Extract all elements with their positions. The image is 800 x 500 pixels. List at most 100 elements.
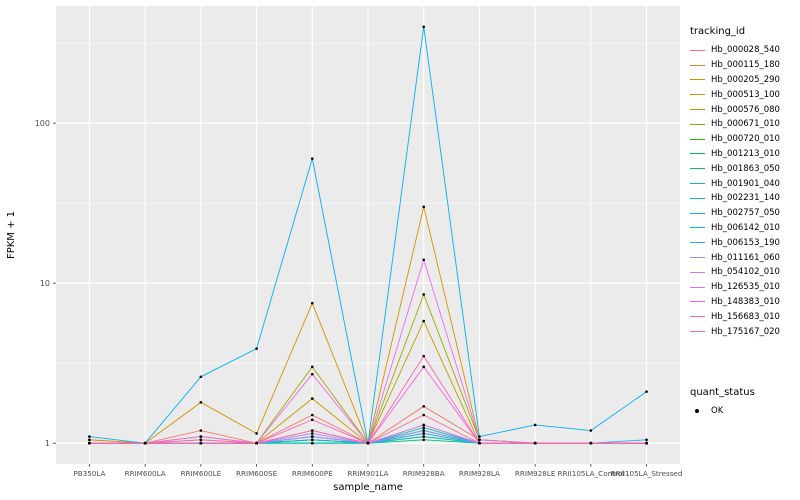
legend-item-label: Hb_000720_010	[711, 134, 780, 145]
legend-item-label: Hb_002757_050	[711, 208, 780, 219]
data-point	[422, 429, 426, 432]
data-point	[88, 438, 91, 442]
data-point	[255, 347, 258, 350]
legend-item-label: Hb_175167_020	[711, 326, 780, 337]
legend-item: Hb_001901_040	[690, 176, 798, 191]
legend-key-line-icon	[690, 301, 705, 303]
data-point	[422, 365, 426, 369]
data-point	[310, 435, 314, 438]
data-point	[199, 429, 203, 432]
data-point	[310, 438, 314, 442]
legend-item: Hb_000115_180	[690, 58, 798, 73]
data-point	[310, 441, 314, 445]
legend-item: Hb_054102_010	[690, 265, 798, 280]
legend-item: Hb_156683_010	[690, 309, 798, 324]
legend-key	[690, 177, 707, 191]
legend-key	[690, 132, 707, 146]
data-point	[645, 390, 648, 393]
data-point	[310, 365, 314, 369]
legend-title-quant-status: quant_status	[690, 386, 755, 398]
data-point	[589, 441, 593, 445]
data-point	[422, 435, 426, 438]
legend-item-label: Hb_000115_180	[711, 60, 780, 71]
legend-key-line-icon	[690, 331, 705, 333]
data-point	[199, 441, 203, 445]
legend-key	[690, 162, 707, 176]
legend-item-label: Hb_148383_010	[711, 296, 780, 307]
legend-key	[690, 310, 707, 324]
data-point	[589, 429, 593, 432]
legend-item: Hb_006142_010	[690, 221, 798, 236]
data-point	[422, 438, 426, 442]
legend-item: Hb_126535_010	[690, 280, 798, 295]
x-axis-title: sample_name	[333, 482, 403, 493]
data-point	[533, 441, 537, 445]
legend-item-label: Hb_156683_010	[711, 311, 780, 322]
data-point	[88, 435, 91, 438]
legend-key-line-icon	[690, 168, 705, 170]
data-point	[143, 441, 147, 445]
y-tick-label: 100	[35, 119, 50, 128]
data-point	[422, 319, 426, 323]
legend-key-line-icon	[690, 94, 705, 96]
x-tick-label: RRIM928LE	[515, 469, 556, 478]
legend-section-quant-status: quant_status OK	[690, 387, 798, 419]
legend-item-ok: OK	[690, 404, 798, 419]
legend: tracking_id Hb_000028_540 Hb_000115_180 Hb…	[690, 26, 798, 419]
data-point	[645, 441, 648, 445]
legend-item-label: Hb_126535_010	[711, 282, 780, 293]
data-point	[645, 438, 648, 442]
data-point	[422, 413, 426, 417]
legend-item: Hb_000720_010	[690, 132, 798, 147]
data-point	[310, 372, 314, 376]
legend-item: Hb_000513_100	[690, 87, 798, 102]
ok-point-icon	[695, 409, 699, 414]
legend-item-label: Hb_000028_540	[711, 45, 780, 56]
legend-item: Hb_000205_290	[690, 73, 798, 88]
legend-key-line-icon	[690, 79, 705, 81]
data-point	[422, 405, 426, 408]
data-point	[255, 441, 258, 445]
x-tick-label: RRIM901LA	[347, 469, 388, 478]
legend-item-label: OK	[711, 406, 724, 417]
data-point	[310, 301, 314, 305]
legend-key-line-icon	[690, 49, 705, 51]
y-axis-title: FPKM + 1	[6, 211, 17, 259]
legend-key-line-icon	[690, 227, 705, 229]
data-point	[422, 432, 426, 435]
legend-key	[690, 251, 707, 265]
legend-key-line-icon	[690, 212, 705, 214]
legend-key	[690, 265, 707, 279]
data-point	[310, 429, 314, 432]
data-point	[422, 293, 426, 296]
x-tick-label: RRIM928LA	[459, 469, 500, 478]
data-point	[422, 205, 426, 209]
legend-item-label: Hb_000513_100	[711, 89, 780, 100]
data-point	[422, 258, 426, 262]
data-point	[422, 25, 426, 29]
data-point	[310, 432, 314, 435]
legend-items: Hb_000028_540 Hb_000115_180 Hb_000205_290 H…	[690, 43, 798, 339]
data-point	[199, 401, 203, 404]
data-point	[422, 423, 426, 427]
legend-item: Hb_000576_080	[690, 102, 798, 117]
y-tick-label: 1	[45, 439, 50, 448]
legend-item: Hb_000671_010	[690, 117, 798, 132]
legend-key	[690, 325, 707, 339]
legend-key-line-icon	[690, 123, 705, 125]
legend-item: Hb_011161_060	[690, 250, 798, 265]
x-tick-label: RRIM600SE	[236, 469, 278, 478]
chart-canvas: 1 10 100 PB350LA RRIM600LA RRIM600LE RRIM600SE…	[6, 6, 682, 493]
legend-item: Hb_175167_020	[690, 324, 798, 339]
data-point	[310, 413, 314, 417]
legend-key-line-icon	[690, 286, 705, 288]
legend-key-line-icon	[690, 138, 705, 140]
legend-key	[690, 117, 707, 131]
legend-key-line-icon	[690, 183, 705, 185]
legend-item-label: Hb_000576_080	[711, 104, 780, 115]
x-tick-label: RRIM600LE	[181, 469, 222, 478]
legend-key	[690, 147, 707, 161]
data-point	[366, 441, 370, 445]
data-point	[255, 432, 258, 435]
legend-item-label: Hb_011161_060	[711, 252, 780, 263]
